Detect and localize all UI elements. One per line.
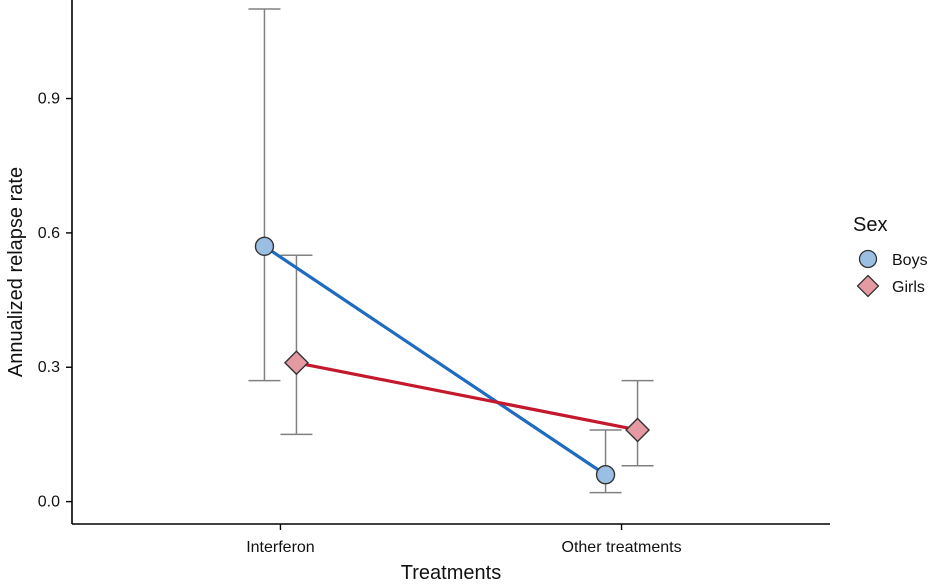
error-bars: [248, 8, 654, 494]
series-line-girls: [296, 361, 638, 432]
plot-area: [248, 8, 654, 494]
y-axis-title: Annualized relapse rate: [5, 167, 27, 377]
x-axis-title: Treatments: [401, 562, 501, 584]
legend-label-girls: Girls: [892, 279, 925, 296]
point-boys: [254, 236, 275, 257]
data-points: [254, 236, 651, 485]
x-axis-ticks: Interferon Other treatments: [246, 524, 682, 556]
x-tick-label: Other treatments: [562, 539, 682, 556]
y-tick-label: 0.3: [38, 359, 60, 376]
series-lines: [263, 244, 638, 477]
point-girls: [283, 350, 309, 376]
legend-key-boys: [858, 249, 878, 269]
legend-key-girls: [856, 274, 880, 298]
legend: Sex Boys Girls: [853, 214, 928, 298]
y-tick-label: 0.6: [38, 225, 60, 242]
point-boys: [595, 465, 616, 485]
y-axis-ticks: 0.0 0.3 0.6 0.9: [38, 91, 72, 511]
legend-title: Sex: [853, 214, 887, 236]
point-girls: [625, 417, 651, 443]
series-line-boys: [263, 244, 607, 477]
legend-label-boys: Boys: [892, 252, 928, 269]
y-tick-label: 0.9: [38, 91, 60, 108]
y-tick-label: 0.0: [38, 494, 60, 511]
x-tick-label: Interferon: [246, 539, 314, 556]
